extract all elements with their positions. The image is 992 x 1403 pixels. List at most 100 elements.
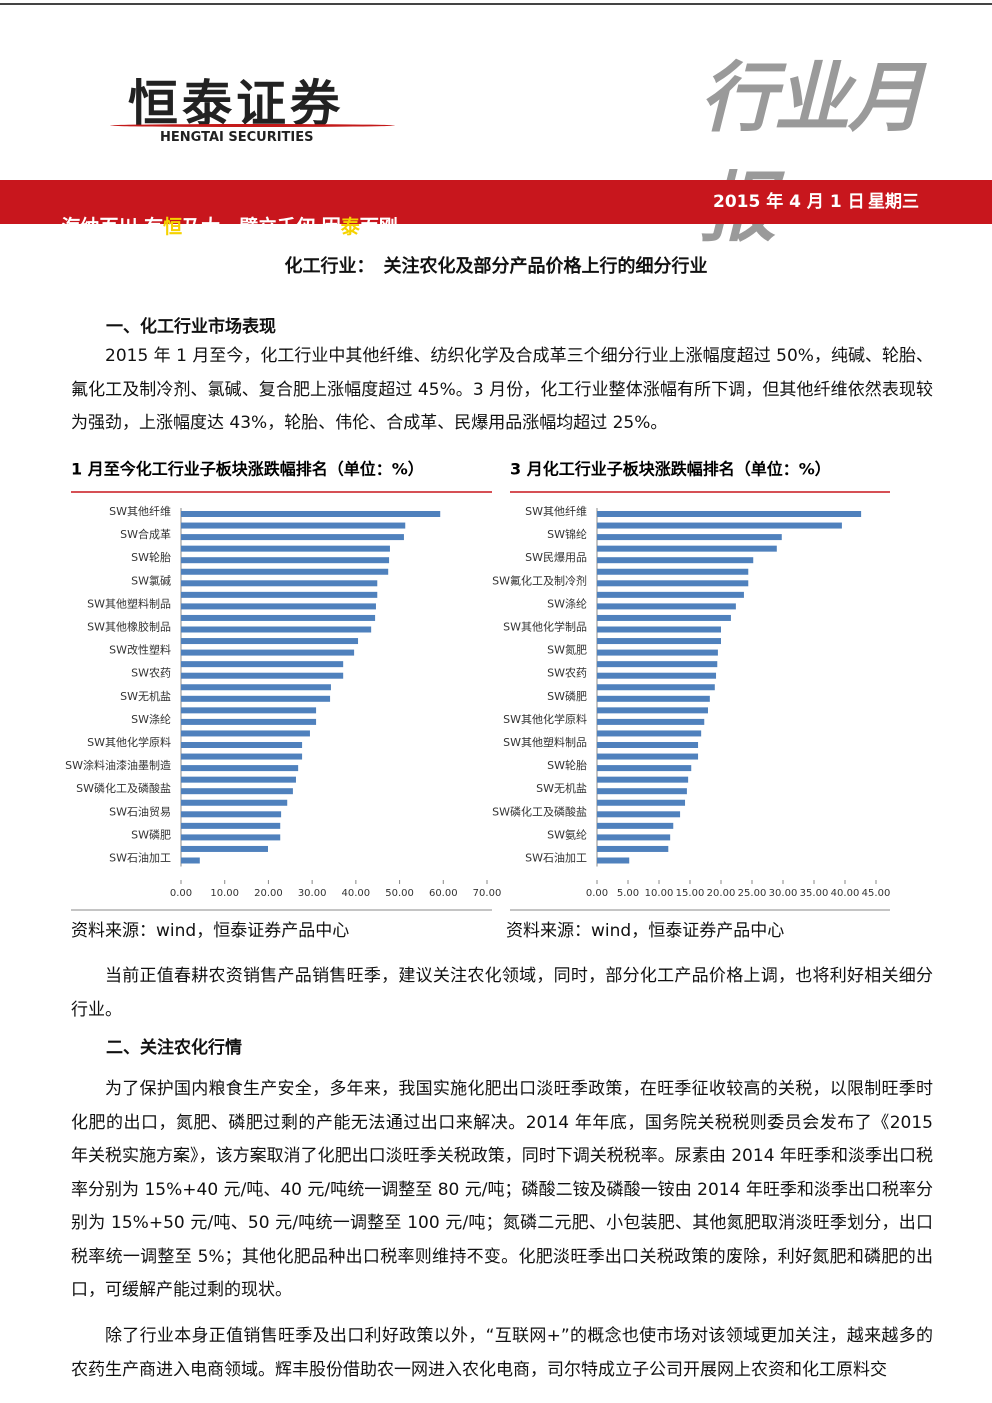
chart-title: 1 月至今化工行业子板块涨跌幅排名（单位：%） (71, 460, 424, 479)
bar (181, 730, 310, 737)
logo-swoosh (110, 124, 395, 127)
bar (181, 765, 299, 772)
bar (597, 834, 671, 841)
bar (597, 811, 681, 818)
y-tick-label: SW农药 (547, 666, 587, 680)
bar (597, 534, 782, 541)
x-tick-label: 40.00 (831, 888, 860, 899)
y-tick-label: SW轮胎 (131, 550, 171, 564)
bar (597, 580, 749, 587)
y-tick-label: SW石油加工 (109, 851, 171, 865)
y-tick-label: SW石油贸易 (109, 804, 171, 818)
slogan-part: 而刚 (359, 216, 398, 238)
charts: 1 月至今化工行业子板块涨跌幅排名（单位：%） 0.00 10.00 20.00 30.… (65, 460, 891, 911)
bar (181, 684, 331, 691)
x-tick-label: 30.00 (298, 888, 327, 899)
bar (181, 545, 390, 552)
bar (597, 649, 718, 656)
bar (181, 661, 344, 668)
bar (597, 718, 705, 725)
bar (181, 742, 303, 748)
slogan-part: 海纳百川 有 (61, 216, 164, 238)
y-tick-label: SW其他化学原料 (87, 735, 171, 749)
bar (181, 511, 441, 517)
bar (181, 799, 288, 806)
chart-source: 资料来源：wind，恒泰证券产品中心 (506, 921, 785, 941)
y-tick-label: SW涤纶 (547, 596, 587, 610)
bar (597, 845, 669, 852)
bar (597, 672, 717, 679)
y-tick-label: SW氯碱 (131, 573, 171, 587)
y-tick-label: SW锦纶 (547, 527, 587, 541)
y-tick-label: SW氨纶 (547, 827, 587, 841)
y-tick-label: SW民爆用品 (525, 550, 587, 564)
x-tick-label: 0.00 (170, 888, 192, 899)
y-tick-label: SW其他化学原料 (503, 712, 587, 726)
x-tick-label: 20.00 (254, 888, 283, 899)
y-tick-label: SW其他塑料制品 (87, 596, 171, 610)
x-tick-label: 25.00 (738, 888, 767, 899)
bar (597, 638, 721, 645)
y-tick-label: SW改性塑料 (109, 643, 171, 657)
bar (597, 511, 862, 517)
chart-source: 资料来源：wind，恒泰证券产品中心 (71, 921, 350, 941)
y-tick-label: SW磷肥 (547, 690, 587, 703)
y-tick-label: SW涤纶 (131, 712, 171, 726)
paragraph: 2015 年 1 月至今，化工行业中其他纤维、纺织化学及合成革三个细分行业上涨幅… (71, 346, 933, 433)
company-name: 恒泰证券 (128, 75, 344, 133)
y-tick-label: SW石油加工 (525, 851, 587, 865)
bar (181, 557, 390, 564)
y-tick-label: SW磷肥 (131, 828, 171, 841)
bar (597, 776, 689, 783)
bar (181, 534, 404, 541)
y-tick-label: SW其他化学制品 (503, 620, 587, 634)
bar (597, 568, 749, 575)
paragraph: 为了保护国内粮食生产安全，多年来，我国实施化肥出口淡旺季政策，在旺季征收较高的关… (71, 1079, 933, 1300)
bar (181, 522, 406, 529)
bar (597, 684, 715, 691)
bar (181, 568, 389, 575)
bar (181, 626, 372, 633)
bar (597, 707, 708, 714)
bar (181, 718, 317, 725)
chart-title: 3 月化工行业子板块涨跌幅排名（单位：%） (510, 460, 831, 479)
bar (597, 765, 692, 772)
x-tick-label: 45.00 (862, 888, 891, 899)
y-tick-label: SW涂料油漆油墨制造 (65, 758, 171, 772)
slogan: 海纳百川 有恒乃大 壁立千仞 因泰而刚 (35, 190, 398, 261)
bar (597, 730, 702, 737)
x-tick-label: 15.00 (676, 888, 705, 899)
y-tick-label: SW合成革 (120, 527, 171, 541)
bar (597, 614, 731, 621)
x-tick-label: 60.00 (429, 888, 458, 899)
slogan-part: 泰 (340, 216, 360, 238)
bar (181, 580, 378, 587)
slogan-part: 乃大 壁立千仞 因 (182, 216, 341, 238)
banner: 海纳百川 有恒乃大 壁立千仞 因泰而刚 2015 年 4 月 1 日 星期三 (0, 180, 992, 238)
bar (597, 822, 674, 829)
bar (597, 857, 630, 864)
bar (181, 753, 303, 760)
weekday: 星期三 (868, 192, 919, 212)
y-tick-label: SW氟化工及制冷剂 (492, 573, 587, 587)
y-tick-label: SW磷化工及磷酸盐 (76, 781, 171, 795)
bar (597, 626, 721, 633)
x-tick-label: 10.00 (210, 888, 239, 899)
x-tick-label: 5.00 (617, 888, 639, 899)
bar (597, 788, 687, 795)
bar (181, 614, 376, 621)
bar (597, 742, 699, 748)
y-tick-label: SW其他纤维 (109, 505, 171, 518)
bar (181, 591, 378, 598)
x-tick-label: 40.00 (342, 888, 371, 899)
bar (181, 822, 281, 829)
x-tick-label: 20.00 (707, 888, 736, 899)
x-tick-label: 70.00 (473, 888, 502, 899)
bar (597, 661, 718, 668)
date: 2015 年 4 月 1 日 (713, 192, 865, 212)
bar (181, 857, 200, 864)
bar (181, 707, 317, 714)
bar (181, 845, 268, 852)
paragraph: 当前正值春耕农资销售产品销售旺季，建议关注农化领域，同时，部分化工产品价格上调，… (71, 966, 933, 1020)
y-tick-label: SW其他橡胶制品 (87, 620, 171, 634)
